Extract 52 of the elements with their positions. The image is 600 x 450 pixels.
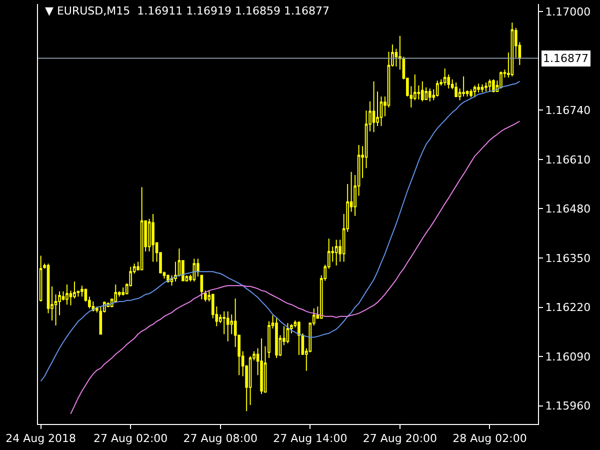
candlestick <box>174 261 177 282</box>
candlestick <box>492 78 495 93</box>
candlestick <box>290 324 293 334</box>
y-tick-label: 1.16350 <box>545 252 591 265</box>
candlestick <box>334 239 338 266</box>
x-tick-label: 27 Aug 20:00 <box>362 432 438 446</box>
y-tick-label: 1.17000 <box>545 5 591 18</box>
candlestick <box>420 80 424 102</box>
candlestick <box>200 274 204 300</box>
y-tick-label: 1.16610 <box>545 153 591 166</box>
candlestick <box>260 338 263 395</box>
candlestick <box>480 84 484 93</box>
line-series <box>70 120 520 414</box>
ref-line-label: 1.16877 <box>543 52 588 65</box>
candlestick <box>39 255 42 302</box>
x-tick-label: 27 Aug 08:00 <box>183 432 258 446</box>
candlestick <box>436 80 439 97</box>
candlestick <box>204 290 207 302</box>
candlestick <box>140 186 144 270</box>
candlestick <box>470 88 472 98</box>
x-tick-label: 24 Aug 2018 <box>6 432 76 446</box>
y-tick-label: 1.16480 <box>545 202 591 216</box>
line-series <box>40 80 520 382</box>
candlestick <box>454 82 458 98</box>
candlestick <box>488 78 492 92</box>
candlestick <box>443 68 446 86</box>
candlestick <box>298 320 300 356</box>
candlestick <box>152 214 154 262</box>
candlestick <box>122 287 125 296</box>
candlestick <box>99 306 102 335</box>
candlestick <box>178 248 181 278</box>
candlestick <box>80 285 84 298</box>
x-tick-label: 27 Aug 14:00 <box>273 432 348 446</box>
candlestick <box>372 80 376 133</box>
x-tick-label: 28 Aug 02:00 <box>452 432 527 446</box>
candlestick <box>500 70 502 90</box>
candlestick <box>275 318 278 359</box>
y-tick-label: 1.16220 <box>545 301 591 314</box>
candlestick <box>428 88 432 102</box>
y-tick-label: 1.16090 <box>545 350 591 364</box>
candlestick <box>226 310 230 342</box>
candlestick <box>286 322 290 344</box>
candlestick <box>66 284 68 306</box>
x-tick-label: 27 Aug 02:00 <box>94 432 168 446</box>
candlestick <box>473 85 476 98</box>
chart-title: ▼ EURUSD,M15 1.16911 1.16919 1.16859 1.16877 <box>45 4 330 18</box>
y-tick-label: 1.15960 <box>545 400 591 413</box>
candlestick <box>462 76 465 97</box>
candlestick <box>484 82 488 92</box>
candlestick <box>196 258 200 278</box>
y-tick-label: 1.16740 <box>545 104 591 117</box>
candlestick <box>380 96 383 127</box>
